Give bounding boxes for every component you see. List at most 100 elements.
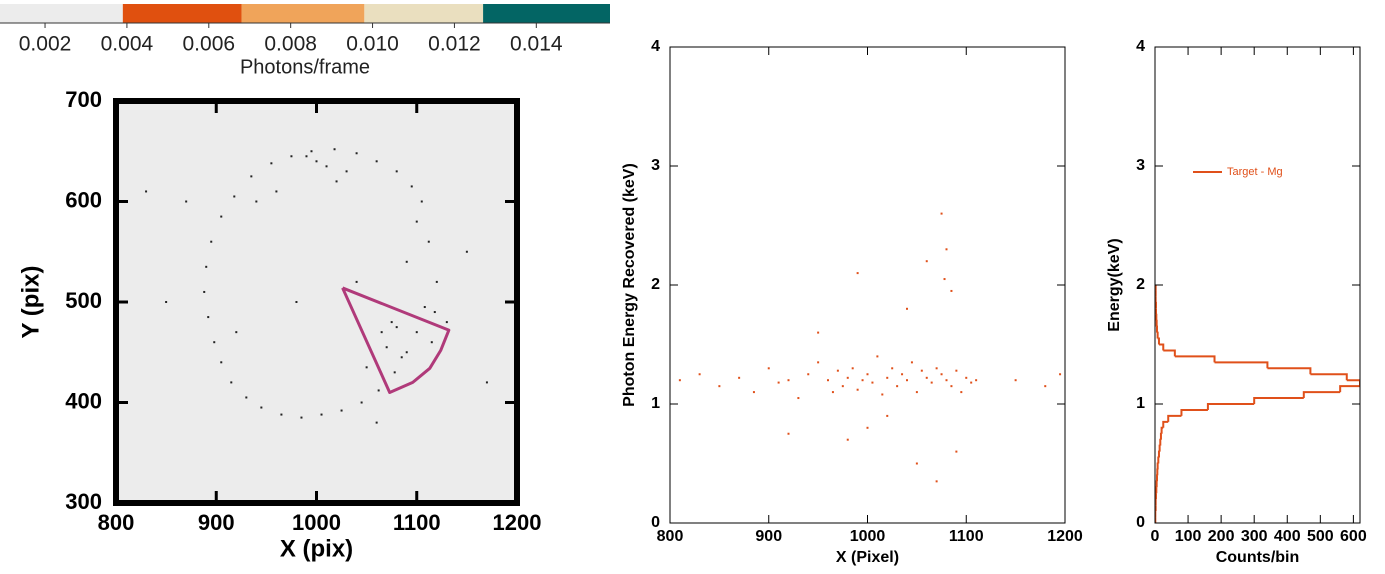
point [881, 393, 884, 396]
y-tick-label: 500 [65, 288, 102, 313]
point [207, 316, 210, 319]
point [945, 379, 948, 382]
point [1014, 379, 1017, 382]
y-tick-label: 2 [651, 276, 660, 293]
point [230, 381, 233, 384]
point [325, 165, 328, 168]
point [738, 376, 741, 379]
point [876, 355, 879, 358]
y-tick-label: 4 [651, 38, 660, 55]
histogram-step [1174, 355, 1216, 363]
x-tick-label: 0.002 [19, 33, 72, 56]
y-tick-label: 300 [65, 489, 102, 514]
point [718, 385, 721, 388]
x-tick-label: 0.012 [428, 33, 481, 56]
point [345, 170, 348, 173]
point [886, 414, 889, 417]
point [355, 152, 358, 155]
point [393, 371, 396, 374]
point [320, 413, 323, 416]
colorbar-segment [483, 4, 610, 23]
x-tick-label: 0.014 [510, 33, 563, 56]
point [906, 379, 908, 382]
point [935, 367, 938, 370]
point [960, 391, 963, 394]
point [360, 401, 363, 404]
histogram-step [1302, 391, 1341, 399]
point [841, 385, 844, 388]
point [767, 367, 770, 370]
panel: 800 900 1000 1100 1200 300 400 500 600 700 X (pix)… [17, 87, 541, 563]
histogram-step [1310, 373, 1348, 381]
point [165, 301, 168, 303]
point [866, 373, 869, 376]
point [415, 331, 418, 334]
point [910, 361, 913, 364]
plot-frame [1154, 46, 1361, 524]
point [896, 385, 899, 388]
point [861, 379, 864, 382]
point [205, 265, 208, 268]
colorbar-segment [364, 4, 484, 23]
point [235, 331, 238, 334]
x-tick-label: 0.004 [101, 33, 154, 56]
y-axis-label: Energy(keV) [1106, 238, 1123, 331]
point [380, 331, 383, 334]
point [270, 162, 273, 165]
point [817, 361, 820, 364]
point [925, 260, 928, 263]
y-tick-label: 0 [1136, 514, 1145, 531]
point [945, 248, 948, 251]
plot-background [116, 101, 517, 503]
x-axis-label: Photons/frame [240, 56, 370, 78]
histogram-step [1159, 432, 1162, 440]
point [305, 155, 308, 158]
x-tick-label: 0.010 [346, 33, 399, 56]
histogram [1155, 285, 1360, 523]
y-axis-label: Photon Energy Recovered (keV) [621, 163, 638, 407]
point [233, 195, 236, 198]
histogram-step [1253, 397, 1304, 404]
x-tick-label: 300 [1241, 528, 1268, 545]
panel: 0.002 0.004 0.006 0.008 0.010 0.012 0.014 Photo… [0, 4, 610, 78]
point [925, 376, 928, 379]
point [871, 381, 874, 384]
histogram-step [1158, 444, 1161, 452]
y-tick-label: 4 [1136, 38, 1145, 55]
point [777, 381, 780, 384]
point [275, 190, 278, 193]
x-tick-label: 100 [1175, 528, 1202, 545]
y-axis-label: Y (pix) [17, 266, 44, 339]
x-tick-label: 1100 [393, 510, 441, 535]
point [377, 389, 380, 392]
point [797, 397, 800, 400]
point [185, 200, 188, 203]
point [915, 391, 918, 394]
point [807, 373, 810, 376]
point [940, 212, 943, 215]
point [255, 200, 258, 203]
point [950, 385, 953, 388]
point [300, 416, 303, 419]
point [335, 180, 338, 183]
histogram-step [1167, 414, 1182, 422]
y-tick-label: 600 [65, 187, 102, 212]
point [787, 432, 790, 435]
point [1044, 385, 1047, 388]
point [901, 373, 904, 376]
x-tick-label: 200 [1208, 528, 1235, 545]
point [220, 361, 223, 364]
point [817, 331, 820, 334]
colorbar-segment [0, 4, 123, 23]
point [678, 379, 681, 382]
histogram-step [1267, 367, 1312, 375]
histogram-step [1157, 450, 1160, 458]
histogram-step [1159, 438, 1162, 446]
histogram-step [1339, 385, 1360, 393]
point [400, 356, 403, 359]
y-tick-label: 1 [1136, 395, 1145, 412]
point [395, 170, 398, 173]
point [355, 280, 358, 283]
point [310, 150, 313, 153]
point [846, 438, 849, 441]
